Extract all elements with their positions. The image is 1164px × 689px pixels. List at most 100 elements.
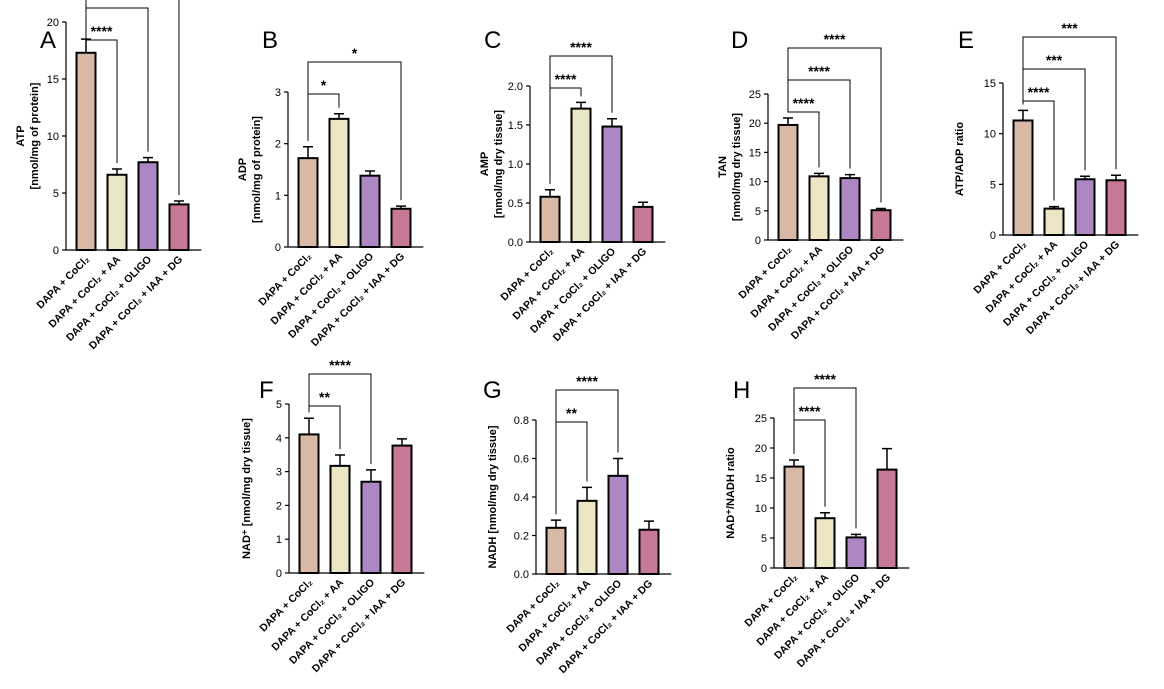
y-tick-label: 0.2	[514, 531, 529, 543]
bar-b-3	[390, 207, 412, 248]
y-tick-label: 15	[749, 147, 761, 159]
error-bar	[551, 519, 561, 528]
panel-letter: C	[484, 27, 501, 54]
y-axis-label: ATP [nmol/mg of protein]	[15, 82, 41, 189]
error-bar	[613, 457, 623, 476]
significance-label: ****	[799, 403, 821, 419]
bar-d-0	[777, 123, 799, 241]
significance-label: ****	[814, 371, 836, 387]
panel-letter: F	[259, 377, 274, 404]
panel-c: C 0.0 0.5 1.0 1.5 2.0 AMP [nmol/mg dry tissue] D…	[479, 27, 666, 344]
y-tick-label: 25	[749, 89, 761, 101]
bar-f-1	[329, 464, 351, 575]
y-tick-label: 0	[275, 242, 281, 254]
bar-a-1	[106, 173, 128, 251]
significance-label: ****	[555, 71, 577, 87]
y-tick-label: 5	[990, 179, 996, 191]
category-label: DAPA + CoCl₂	[256, 250, 314, 308]
error-bar	[112, 168, 122, 175]
y-axis-label-line: NAD⁺ [nmol/mg dry tissue]	[241, 418, 253, 559]
y-tick-label: 20	[749, 118, 761, 130]
category-label: DAPA + CoCl₂	[257, 576, 315, 634]
bar-c-1	[570, 107, 592, 244]
y-tick-label: 0.0	[508, 237, 523, 249]
y-axis-label: AMP [nmol/mg dry tissue]	[479, 110, 505, 219]
error-bar	[335, 454, 345, 466]
y-tick-label: 10	[755, 503, 767, 515]
significance-label: ****	[824, 31, 846, 47]
y-tick-label: 25	[755, 413, 767, 425]
category-label: DAPA + CoCl₂	[498, 245, 556, 303]
y-tick-label: 2	[275, 139, 281, 151]
y-tick-label: 0.0	[514, 569, 529, 581]
bar-b-1	[328, 117, 350, 248]
y-axis-label-line: [nmol/mg dry tissue]	[493, 110, 505, 219]
y-axis-label-line: ADP	[237, 158, 249, 181]
significance-bracket	[549, 55, 613, 184]
category-label: DAPA + CoCl₂	[971, 238, 1029, 296]
error-bar	[845, 173, 855, 179]
error-bar	[143, 156, 153, 163]
y-axis-label-line: [nmol/mg of protein]	[29, 82, 41, 189]
bar-g-0	[545, 526, 567, 575]
category-label: DAPA + CoCl₂	[34, 253, 92, 311]
panel-f: F 0 1 2 3 4 5 NAD⁺ [nmol/mg dry tissue] DAPA + C…	[241, 357, 425, 675]
y-axis-label-line: [nmol/mg dry tissue]	[731, 113, 743, 222]
bar-a-3	[168, 203, 190, 251]
y-tick-label: 2.0	[508, 81, 523, 93]
category-label: DAPA + CoCl₂	[742, 571, 800, 629]
error-bar	[334, 112, 344, 119]
significance-label: ****	[91, 23, 113, 39]
error-bar	[1111, 174, 1121, 181]
significance-bracket	[307, 61, 402, 201]
y-axis-label: TAN [nmol/mg dry tissue]	[717, 113, 743, 222]
y-axis-label-line: ATP/ADP ratio	[954, 122, 966, 196]
y-axis-label-line: TAN	[717, 156, 729, 178]
y-tick-label: 1.0	[508, 159, 523, 171]
y-tick-label: 20	[755, 443, 767, 455]
error-bar	[814, 172, 824, 177]
y-axis-label: NAD⁺/NADH ratio	[725, 447, 737, 539]
y-axis-label-line: NAD⁺/NADH ratio	[725, 447, 737, 539]
y-axis-label-line: ATP	[15, 125, 27, 146]
bar-b-2	[359, 174, 381, 248]
y-tick-label: 0	[755, 235, 761, 247]
bar-h-1	[814, 517, 836, 570]
bar-f-3	[391, 444, 413, 575]
error-bar	[1049, 205, 1059, 209]
error-bar	[303, 146, 313, 159]
significance-bracket	[555, 389, 619, 515]
significance-label: **	[566, 405, 577, 421]
y-axis-label: NAD⁺ [nmol/mg dry tissue]	[241, 418, 253, 559]
panel-letter: G	[483, 377, 502, 404]
error-bar	[366, 469, 376, 482]
error-bar	[582, 486, 592, 501]
error-bar	[576, 101, 586, 109]
error-bar	[304, 417, 314, 435]
error-bar	[820, 512, 830, 519]
significance-bracket	[787, 47, 882, 203]
error-bar	[396, 205, 406, 209]
y-tick-label: 5	[761, 533, 767, 545]
bar-h-3	[876, 468, 898, 570]
bar-e-0	[1012, 119, 1034, 236]
y-tick-label: 2	[276, 500, 282, 512]
significance-bracket	[308, 373, 372, 464]
y-axis-label-line: [nmol/mg of protein]	[251, 116, 263, 223]
significance-label: ****	[808, 63, 830, 79]
bar-e-2	[1074, 178, 1096, 236]
panel-g: G 0.0 0.2 0.4 0.6 0.8 NADH [nmol/mg dry tissue…	[483, 373, 672, 676]
y-tick-label: 0	[276, 568, 282, 580]
panel-letter: H	[733, 377, 750, 404]
significance-label: ****	[570, 39, 592, 55]
significance-bracket	[1022, 36, 1117, 170]
panel-b: B 0 1 2 3 ADP [nmol/mg of protein] DAPA + CoCl₂…	[237, 27, 424, 349]
bar-b-0	[297, 157, 319, 248]
significance-label: ****	[1028, 84, 1050, 100]
error-bar	[174, 200, 184, 205]
bar-c-2	[601, 125, 623, 243]
error-bar	[607, 118, 617, 127]
y-tick-label: 5	[276, 399, 282, 411]
